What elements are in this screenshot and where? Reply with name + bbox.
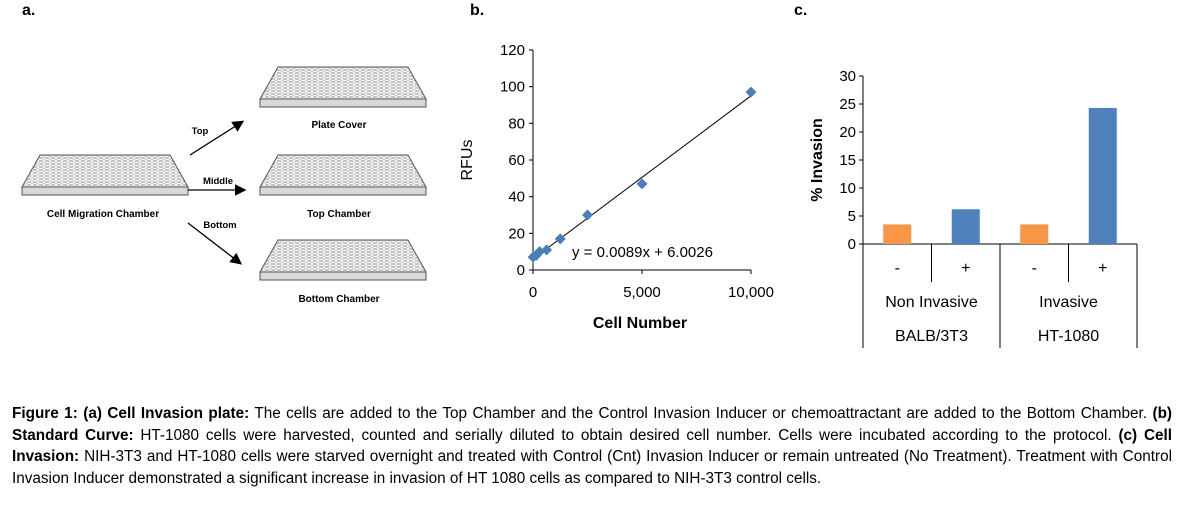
arrow-bottom [187,222,243,265]
bar [951,209,980,244]
category-label: + [961,260,970,277]
plate-bottom-chamber [259,239,427,281]
group-label: Non Invasive [885,294,978,311]
target-label-bottom: Bottom Chamber [298,294,379,305]
caption-c-heading: (c) Cell Invasion: [12,426,1172,466]
category-label: + [1098,260,1107,277]
caption-b-heading: (b) Standard Curve: [12,405,1173,444]
data-point [636,178,648,190]
source-label: Cell Migration Chamber [47,209,159,220]
y-tick-label: 10 [839,180,856,197]
figure-caption: Figure 1: (a) Cell Invasion plate: The c… [12,403,1172,489]
y-tick-label: 5 [848,208,856,225]
y-tick-label: 60 [508,152,525,169]
group-sublabel: BALB/3T3 [895,328,968,345]
y-axis-title: RFUs [459,140,476,181]
plate-cover [259,66,427,108]
y-tick-label: 15 [839,152,856,169]
bar [1088,107,1117,244]
data-point [582,209,593,221]
bar [883,224,912,244]
standard-curve-chart: 0 20 40 60 80 100 120 0 5,000 10,000 y = 0.0089x… [459,42,774,332]
caption-b-text: HT-1080 cells were harvested, counted an… [133,426,1119,444]
category-label: - [1032,260,1037,277]
group-label: Invasive [1039,294,1098,311]
plate-top-chamber [259,154,427,196]
y-tick-label: 25 [839,96,856,113]
arrow-label-top: Top [192,126,209,137]
x-tick-label: 10,000 [728,284,774,301]
caption-c-text: NIH-3T3 and HT-1080 cells were starved o… [12,448,1172,487]
y-tick-label: 120 [500,42,525,59]
y-tick-label: 0 [848,236,856,253]
x-tick-label: 0 [529,284,537,301]
data-point [554,233,566,245]
y-tick-label: 30 [839,68,856,85]
x-tick-label: 5,000 [623,284,661,301]
y-tick-label: 20 [839,124,856,141]
panel-label-c: c. [794,2,808,19]
caption-a-text: The cells are added to the Top Chamber a… [249,405,1153,422]
y-axis-title: % Invasion [809,118,826,202]
target-label-top: Top Chamber [307,209,371,220]
data-point [530,249,542,261]
y-tick-label: 40 [508,189,525,206]
panel-label-a: a. [22,2,36,19]
caption-figure-label: Figure 1: [12,405,78,422]
data-point [745,86,757,98]
group-sublabel: HT-1080 [1038,328,1099,345]
invasion-bar-chart: 0 5 10 15 20 25 30 - + - + Non Invasive BALB/3T3 In… [809,68,1138,348]
plate-diagram: Top Middle Bottom Cell Migration Chamber… [21,66,427,305]
bar [1020,224,1049,244]
x-axis-title: Cell Number [593,315,687,332]
category-label: - [895,260,900,277]
y-tick-label: 0 [517,262,525,279]
y-tick-label: 100 [500,79,525,96]
arrow-top [189,120,245,156]
arrow-label-middle: Middle [203,176,233,187]
target-label-cover: Plate Cover [311,120,366,131]
y-tick-label: 20 [508,225,525,242]
plate-source [21,154,189,196]
caption-a-heading: (a) Cell Invasion plate: [83,405,250,422]
y-tick-label: 80 [508,115,525,132]
data-point [541,244,553,256]
arrow-label-bottom: Bottom [203,220,236,231]
trendline [532,95,752,260]
trendline-equation: y = 0.0089x + 6.0026 [572,244,713,261]
panel-label-b: b. [470,2,485,19]
